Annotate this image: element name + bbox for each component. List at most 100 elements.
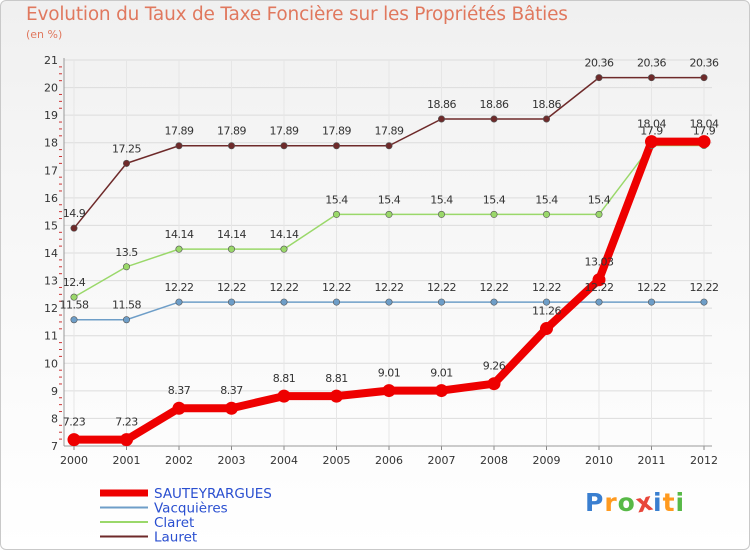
y-tick-label: 10 [44,357,58,370]
x-tick-label: 2007 [428,454,456,467]
data-point-sauteyrargues [172,401,186,415]
y-tick-label: 13 [44,275,58,288]
data-point-vacquires [70,316,78,324]
data-label-vacquires: 11.58 [112,299,141,312]
data-point-claret [70,293,78,301]
data-label-sauteyrargues: 13.03 [585,256,614,269]
data-point-vacquires [332,298,340,306]
data-point-vacquires [437,298,445,306]
data-point-sauteyrargues [382,384,396,398]
chart-subtitle: (en %) [26,28,63,41]
data-point-claret [437,210,445,218]
y-tick-label: 8 [51,412,58,425]
data-point-vacquires [175,298,183,306]
data-label-lauret: 18.86 [427,98,456,111]
x-tick-label: 2012 [690,454,718,467]
data-label-lauret: 20.36 [585,57,614,70]
chart-title: Evolution du Taux de Taxe Foncière sur l… [26,4,568,25]
data-label-vacquires: 12.22 [217,281,246,294]
x-tick-label: 2003 [218,454,246,467]
data-label-claret: 14.14 [217,228,246,241]
data-label-lauret: 14.9 [63,207,86,220]
x-tick-label: 2009 [533,454,561,467]
data-point-vacquires [490,298,498,306]
x-tick-label: 2008 [480,454,508,467]
y-tick-label: 18 [44,137,58,150]
data-label-lauret: 20.36 [637,57,666,70]
data-point-claret [228,245,236,253]
logo-letter: i [653,488,663,517]
data-label-lauret: 18.86 [532,98,561,111]
data-label-vacquires: 12.22 [532,281,561,294]
data-point-claret [595,210,603,218]
data-label-lauret: 18.86 [480,98,509,111]
data-point-vacquires [228,298,236,306]
data-label-sauteyrargues: 8.37 [220,384,243,397]
data-label-sauteyrargues: 7.23 [63,416,86,429]
proxiti-logo: Proxiti [585,487,686,519]
data-point-lauret [490,115,498,123]
data-label-vacquires: 12.22 [165,281,194,294]
data-point-vacquires [123,316,131,324]
data-point-lauret [385,142,393,150]
data-point-lauret [228,142,236,150]
data-label-vacquires: 12.22 [690,281,719,294]
data-point-lauret [700,74,708,82]
legend-label: SAUTEYRARGUES [154,486,272,502]
x-tick-label: 2002 [165,454,193,467]
x-tick-label: 2004 [270,454,298,467]
data-label-claret: 13.5 [115,246,138,259]
data-point-sauteyrargues [435,384,448,398]
data-point-claret [490,210,498,218]
data-label-claret: 15.4 [430,193,453,206]
data-label-vacquires: 11.58 [60,299,89,312]
data-label-lauret: 17.89 [322,125,351,138]
x-tick-label: 2010 [585,454,613,467]
legend-label: Vacquières [154,501,228,517]
y-tick-label: 16 [44,192,58,205]
y-tick-label: 15 [44,219,58,232]
data-label-vacquires: 12.22 [375,281,404,294]
data-label-claret: 15.4 [535,193,558,206]
data-point-sauteyrargues [277,389,291,403]
data-label-claret: 14.14 [165,228,194,241]
logo-letter: o [617,488,636,517]
data-point-claret [175,245,183,253]
data-label-claret: 14.14 [270,228,299,241]
data-point-lauret [647,74,655,82]
data-point-sauteyrargues [225,401,238,415]
data-point-sauteyrargues [697,135,711,149]
data-point-claret [542,210,550,218]
data-point-lauret [595,74,603,82]
logo-letter: i [675,488,686,517]
y-tick-label: 20 [44,82,58,95]
data-label-sauteyrargues: 8.81 [273,372,296,385]
x-tick-label: 2001 [113,454,141,467]
data-label-vacquires: 12.22 [270,281,299,294]
data-label-claret: 15.4 [378,193,401,206]
data-label-vacquires: 12.22 [585,281,614,294]
data-label-lauret: 17.89 [270,125,299,138]
y-tick-label: 12 [44,302,58,315]
data-point-claret [332,210,340,218]
data-label-lauret: 17.89 [375,125,404,138]
data-label-sauteyrargues: 9.01 [430,367,453,380]
data-label-sauteyrargues: 11.26 [532,305,561,318]
data-point-sauteyrargues [540,322,553,336]
y-tick-label: 7 [51,440,58,453]
y-tick-label: 14 [44,247,58,260]
data-point-sauteyrargues [330,389,343,403]
data-point-vacquires [385,298,393,306]
y-tick-label: 19 [44,109,58,122]
data-label-claret: 12.4 [63,276,86,289]
data-point-claret [280,245,288,253]
data-point-vacquires [542,298,550,306]
data-point-vacquires [280,298,288,306]
data-label-sauteyrargues: 9.26 [483,360,506,373]
data-label-claret: 15.4 [325,193,348,206]
data-point-sauteyrargues [592,273,606,287]
y-tick-label: 17 [44,164,58,177]
data-label-lauret: 17.89 [165,125,194,138]
data-point-sauteyrargues [645,135,658,149]
